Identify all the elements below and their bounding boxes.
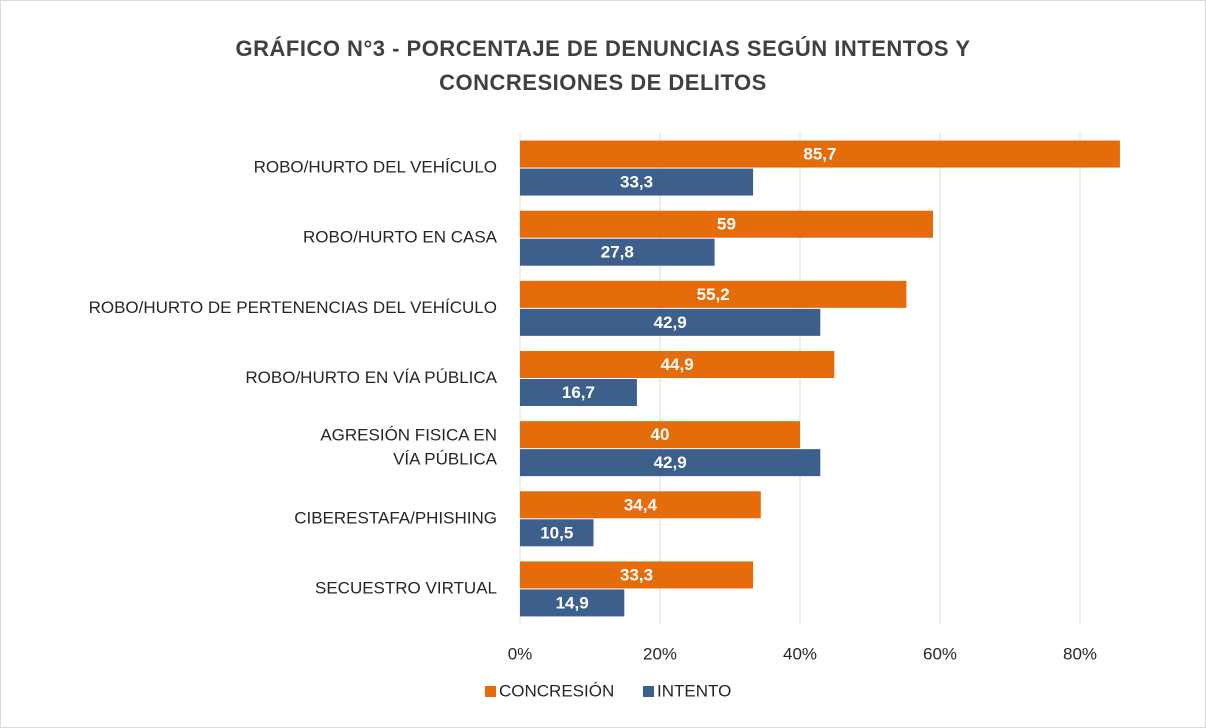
y-tick-label: ROBO/HURTO EN VÍA PÚBLICA xyxy=(245,368,497,387)
bar xyxy=(520,421,800,449)
y-tick-label: CIBERESTAFA/PHISHING xyxy=(294,508,497,527)
y-tick-label: ROBO/HURTO EN CASA xyxy=(303,228,498,247)
data-label: 42,9 xyxy=(654,313,687,332)
x-tick-label: 0% xyxy=(508,644,533,663)
bar xyxy=(520,140,1120,168)
data-label: 40 xyxy=(651,425,670,444)
data-label: 44,9 xyxy=(661,355,694,374)
y-tick-label: ROBO/HURTO DE PERTENENCIAS DEL VEHÍCULO xyxy=(89,298,497,317)
y-tick-label: ROBO/HURTO DEL VEHÍCULO xyxy=(254,158,497,177)
data-label: 85,7 xyxy=(803,145,836,164)
data-label: 59 xyxy=(717,215,736,234)
data-label: 33,3 xyxy=(620,565,653,584)
data-label: 34,4 xyxy=(624,495,658,514)
x-tick-label: 40% xyxy=(783,644,817,663)
data-label: 14,9 xyxy=(556,593,589,612)
x-tick-label: 80% xyxy=(1063,644,1097,663)
bar xyxy=(520,589,625,617)
legend-swatch xyxy=(643,686,654,697)
legend-label: CONCRESIÓN xyxy=(499,681,614,700)
legend-label: INTENTO xyxy=(657,681,731,700)
bar xyxy=(520,561,754,589)
bar xyxy=(520,379,637,406)
y-tick-label: AGRESIÓN FISICA EN VÍA PÚBLICA xyxy=(320,426,497,469)
data-label: 27,8 xyxy=(601,243,634,262)
data-label: 42,9 xyxy=(654,453,687,472)
bar xyxy=(520,351,835,378)
bar xyxy=(520,168,754,196)
bar xyxy=(520,449,821,477)
data-label: 10,5 xyxy=(540,523,573,542)
bar xyxy=(520,238,715,266)
bar xyxy=(520,519,594,547)
x-tick-label: 60% xyxy=(923,644,957,663)
chart-title: GRÁFICO N°3 - PORCENTAJE DE DENUNCIAS SE… xyxy=(236,36,971,95)
x-tick-label: 20% xyxy=(643,644,677,663)
data-label: 16,7 xyxy=(562,383,595,402)
data-label: 33,3 xyxy=(620,173,653,192)
bar xyxy=(520,210,933,238)
y-tick-label: SECUESTRO VIRTUAL xyxy=(315,578,497,597)
bar xyxy=(520,280,907,308)
data-label: 55,2 xyxy=(697,285,730,304)
bar xyxy=(520,308,821,336)
bar xyxy=(520,491,761,519)
legend-swatch xyxy=(485,686,496,697)
